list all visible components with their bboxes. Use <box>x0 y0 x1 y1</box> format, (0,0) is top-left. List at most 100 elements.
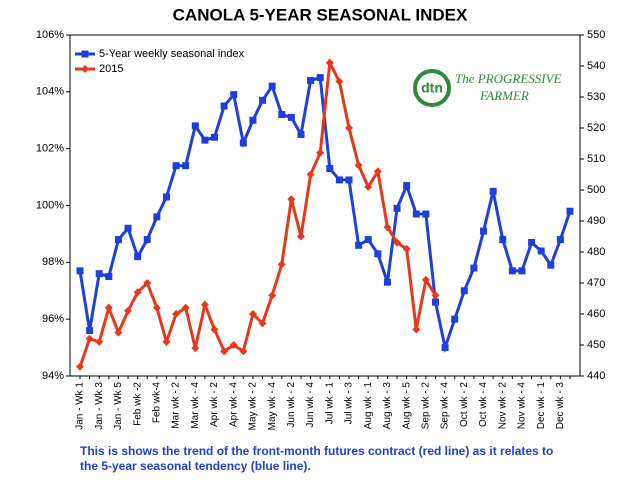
y-tick-label: 94% <box>42 370 64 382</box>
point <box>355 241 363 249</box>
y2-tick-label: 530 <box>587 91 605 103</box>
x-tick-label: Apr wk - 2 <box>209 382 220 427</box>
x-tick-label: Jan - Wk 1 <box>75 382 86 430</box>
point <box>403 182 411 190</box>
x-tick-label: May wk - 4 <box>267 382 278 431</box>
x-tick-label: Nov wk - 4 <box>517 382 528 430</box>
x-tick-label: Jun wk - 2 <box>286 382 297 428</box>
point <box>393 238 402 247</box>
point <box>489 187 497 195</box>
point <box>393 204 401 212</box>
point <box>364 236 372 244</box>
y2-tick-label: 550 <box>587 29 605 41</box>
logo-text: The PROGRESSIVE <box>455 71 562 86</box>
point <box>85 334 94 343</box>
y-tick-label: 106% <box>36 29 64 41</box>
point <box>296 232 305 241</box>
x-tick-label: Jan - Wk 5 <box>113 382 124 430</box>
logo: dtn The PROGRESSIVE FARMER <box>413 69 562 107</box>
point <box>133 288 142 297</box>
y2-tick-label: 470 <box>587 277 605 289</box>
point <box>316 74 324 82</box>
x-tick-label: Jul wk - 1 <box>324 382 335 425</box>
y-tick-label: 100% <box>36 199 64 211</box>
point <box>104 303 113 312</box>
point <box>383 223 392 232</box>
x-tick-label: Oct wk - 4 <box>478 382 489 427</box>
point <box>277 260 286 269</box>
point <box>248 310 257 318</box>
point <box>451 315 459 323</box>
y2-tick-label: 510 <box>587 153 605 165</box>
point <box>143 279 152 287</box>
x-tick-label: Feb wk-4 <box>152 382 163 424</box>
x-tick-label: Jul wk - 3 <box>344 382 355 425</box>
point <box>220 347 229 356</box>
point <box>258 319 267 328</box>
y2-tick-label: 520 <box>587 122 605 134</box>
point <box>191 122 199 130</box>
point <box>229 341 238 349</box>
point <box>95 337 104 346</box>
point <box>181 303 190 312</box>
legend-label: 5-Year weekly seasonal index <box>99 48 245 60</box>
point <box>499 236 507 244</box>
point <box>287 195 296 204</box>
point <box>402 244 411 253</box>
point <box>105 273 113 281</box>
point <box>421 275 430 284</box>
x-tick-label: Aug wk - 3 <box>382 382 393 430</box>
logo-text: FARMER <box>479 88 529 103</box>
y2-tick-label: 500 <box>587 184 605 196</box>
point <box>431 291 440 300</box>
x-tick-label: Mar wk - 4 <box>190 382 201 429</box>
point <box>114 328 123 337</box>
legend-label: 2015 <box>99 63 123 75</box>
point <box>335 176 343 184</box>
point <box>220 102 228 110</box>
point <box>210 325 219 334</box>
point <box>518 267 526 275</box>
x-tick-label: Nov wk - 2 <box>497 382 508 430</box>
point <box>307 76 315 84</box>
plot-frame <box>69 34 581 377</box>
point <box>345 124 354 132</box>
y2-tick-label: 490 <box>587 215 605 227</box>
x-tick-label: May wk - 2 <box>248 382 259 431</box>
point <box>76 267 84 275</box>
point <box>143 236 151 244</box>
point <box>316 148 325 157</box>
point <box>259 96 267 104</box>
y-tick-label: 102% <box>36 143 64 155</box>
logo-ring <box>413 69 451 107</box>
point <box>441 344 449 352</box>
x-tick-label: Dec wk - 1 <box>536 382 547 430</box>
x-tick-label: Jun wk - 4 <box>305 382 316 428</box>
point <box>124 224 132 232</box>
point <box>239 139 247 147</box>
point <box>537 247 545 255</box>
point <box>239 347 248 356</box>
y-tick-label: 104% <box>36 86 64 98</box>
point <box>374 250 382 258</box>
y2-tick-label: 460 <box>587 308 605 320</box>
point <box>268 82 276 90</box>
point <box>556 236 564 244</box>
point <box>153 213 161 221</box>
y2-tick-label: 440 <box>587 370 605 382</box>
x-tick-label: Aug wk - 1 <box>363 382 374 430</box>
point <box>335 77 344 86</box>
point <box>547 261 555 269</box>
x-tick-label: Apr wk - 4 <box>228 382 239 427</box>
point <box>114 236 122 244</box>
point <box>172 162 180 170</box>
point <box>508 267 516 275</box>
x-tick-label: Sep wk - 4 <box>440 382 451 430</box>
point <box>152 303 161 312</box>
y2-tick-label: 540 <box>587 60 605 72</box>
point <box>249 116 257 124</box>
y2-tick-label: 480 <box>587 246 605 258</box>
y2-tick-label: 450 <box>587 339 605 351</box>
point <box>460 287 468 295</box>
